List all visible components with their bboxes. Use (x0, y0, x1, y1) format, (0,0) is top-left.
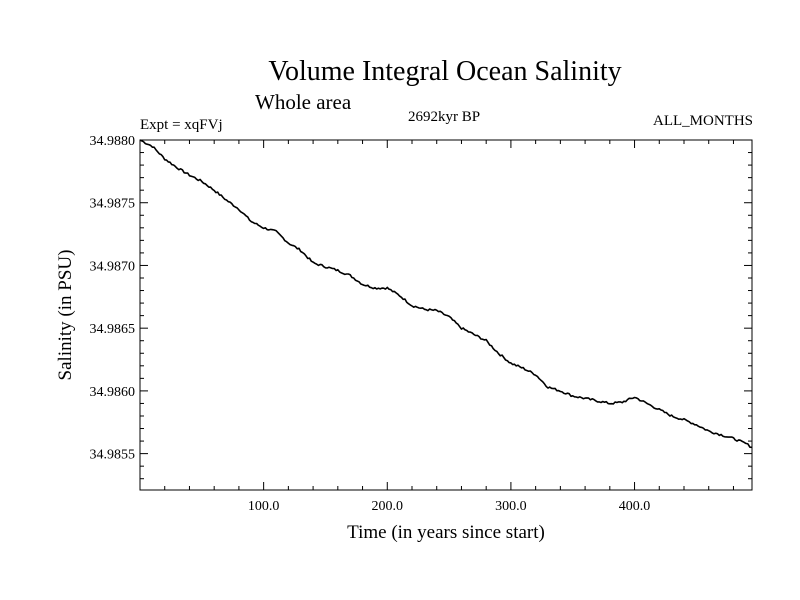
axis-ticks (140, 139, 752, 490)
chart-subtitle: Whole area (255, 90, 352, 114)
x-tick-label: 200.0 (372, 499, 404, 514)
x-tick-label: 100.0 (248, 499, 280, 514)
x-tick-label: 400.0 (619, 499, 651, 514)
x-tick-label: 300.0 (495, 499, 527, 514)
salinity-series-line (139, 139, 753, 449)
chart-title: Volume Integral Ocean Salinity (268, 56, 621, 87)
y-tick-labels: 34.9855 34.9860 34.9865 34.9870 34.9875 34.98… (90, 134, 136, 463)
time-period-label: 2692kyr BP (408, 109, 480, 125)
x-tick-labels: 100.0 200.0 300.0 400.0 (248, 499, 650, 514)
plot-area-frame (139, 139, 753, 491)
y-tick-label: 34.9870 (90, 259, 136, 274)
y-tick-label: 34.9880 (90, 134, 136, 149)
y-tick-label: 34.9855 (90, 448, 136, 463)
months-label: ALL_MONTHS (653, 113, 753, 129)
y-tick-label: 34.9865 (90, 322, 136, 337)
y-axis-label: Salinity (in PSU) (55, 250, 76, 381)
y-tick-label: 34.9860 (90, 385, 136, 400)
x-axis-label: Time (in years since start) (347, 522, 545, 543)
experiment-label: Expt = xqFVj (140, 117, 223, 133)
y-tick-label: 34.9875 (90, 197, 136, 212)
